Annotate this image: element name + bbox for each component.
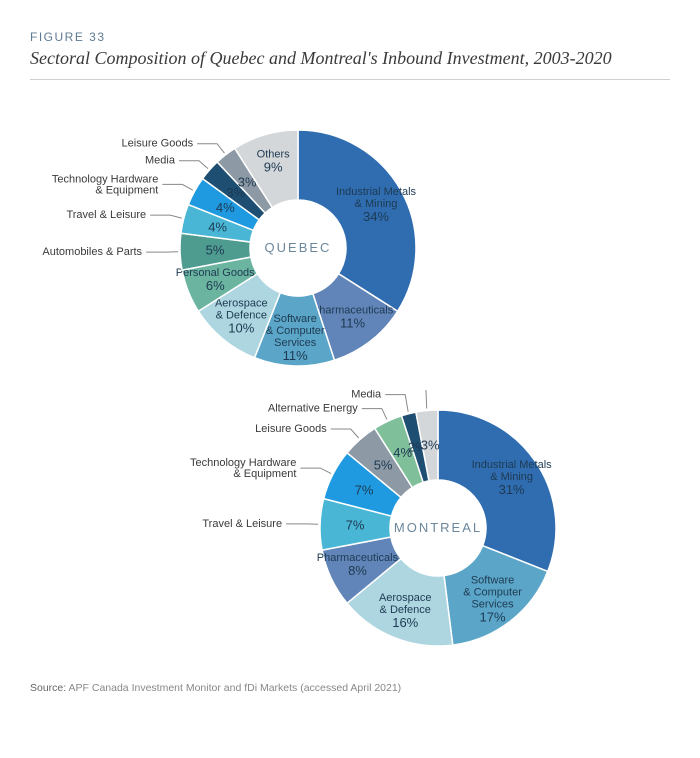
figure-number: FIGURE 33 (30, 30, 670, 44)
svg-text:MONTREAL: MONTREAL (394, 520, 482, 535)
source-line: Source: APF Canada Investment Monitor an… (30, 682, 670, 694)
svg-text:7%: 7% (346, 517, 365, 532)
svg-text:Alternative Energy: Alternative Energy (268, 403, 358, 415)
svg-text:Leisure Goods: Leisure Goods (122, 138, 194, 150)
svg-text:Travel & Leisure: Travel & Leisure (202, 518, 282, 530)
source-label: Source: (30, 682, 66, 694)
svg-text:Leisure Goods: Leisure Goods (255, 423, 327, 435)
title-rule (30, 79, 670, 80)
svg-text:Automobiles & Parts: Automobiles & Parts (42, 246, 142, 258)
svg-text:Travel & Leisure: Travel & Leisure (66, 209, 146, 221)
svg-text:4%: 4% (216, 200, 235, 215)
quebec-donut-chart: QUEBECIndustrial Metals& Mining34%Pharma… (10, 110, 586, 386)
source-text: APF Canada Investment Monitor and fDi Ma… (69, 682, 402, 694)
svg-text:5%: 5% (206, 243, 225, 258)
svg-text:QUEBEC: QUEBEC (265, 240, 332, 255)
svg-text:7%: 7% (355, 482, 374, 497)
svg-text:Technology Hardware& Equipment: Technology Hardware& Equipment (190, 457, 296, 480)
svg-text:Media: Media (351, 390, 382, 401)
charts-container: QUEBECIndustrial Metals& Mining34%Pharma… (30, 90, 670, 670)
svg-text:Media: Media (145, 155, 176, 167)
svg-text:3%: 3% (421, 437, 440, 452)
svg-text:4%: 4% (208, 219, 227, 234)
montreal-donut-chart: MONTREALIndustrial Metals& Mining31%Soft… (150, 390, 700, 666)
svg-text:Technology Hardware& Equipment: Technology Hardware& Equipment (52, 173, 158, 196)
figure-title: Sectoral Composition of Quebec and Montr… (30, 48, 670, 69)
svg-text:5%: 5% (374, 458, 393, 473)
